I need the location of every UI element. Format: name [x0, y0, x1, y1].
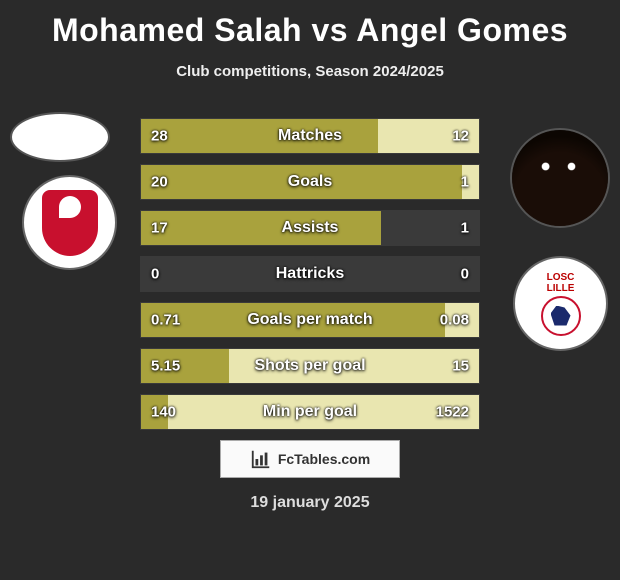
fctables-logo: FcTables.com — [220, 440, 400, 478]
stat-row-matches: 28Matches12 — [140, 118, 480, 154]
bar-segment-right — [462, 165, 479, 199]
club-crest-lille: LOSCLILLE — [513, 256, 608, 351]
club-crest-liverpool — [22, 175, 117, 270]
stat-value-right: 1 — [461, 220, 469, 237]
stat-row-min-per-goal: 140Min per goal1522 — [140, 394, 480, 430]
stat-row-shots-per-goal: 5.15Shots per goal15 — [140, 348, 480, 384]
bar-segment-left — [141, 303, 445, 337]
bar-segment-left — [141, 165, 462, 199]
bar-segment-right — [168, 395, 479, 429]
player-right-photo — [510, 128, 610, 228]
stat-row-goals-per-match: 0.71Goals per match0.08 — [140, 302, 480, 338]
stat-value-right: 0 — [461, 266, 469, 283]
lille-text-icon: LOSCLILLE — [547, 272, 575, 294]
bar-segment-left — [141, 349, 229, 383]
lille-dog-icon — [541, 296, 581, 336]
subtitle: Club competitions, Season 2024/2025 — [0, 63, 620, 80]
bar-segment-left — [141, 119, 378, 153]
bar-segment-right — [229, 349, 479, 383]
stat-row-hattricks: 0 Hattricks 0 — [140, 256, 480, 292]
bar-segment-left — [141, 211, 381, 245]
stat-value-left: 0 — [151, 266, 159, 283]
stat-row-assists: 17Assists1 — [140, 210, 480, 246]
chart-icon — [250, 448, 272, 470]
player-left-photo — [10, 112, 110, 162]
comparison-bars: 28Matches1220Goals117Assists10Hattricks0… — [140, 118, 480, 440]
page-title: Mohamed Salah vs Angel Gomes — [0, 0, 620, 49]
liverpool-shield-icon — [42, 190, 98, 256]
stat-row-goals: 20Goals1 — [140, 164, 480, 200]
footer-date: 19 january 2025 — [250, 494, 369, 512]
bar-segment-left — [141, 395, 168, 429]
bar-segment-right — [445, 303, 479, 337]
bar-segment-right — [378, 119, 479, 153]
footer-brand-text: FcTables.com — [278, 451, 370, 467]
stat-label: Hattricks — [276, 265, 344, 283]
bar-overlay: 0 Hattricks 0 — [141, 257, 479, 291]
